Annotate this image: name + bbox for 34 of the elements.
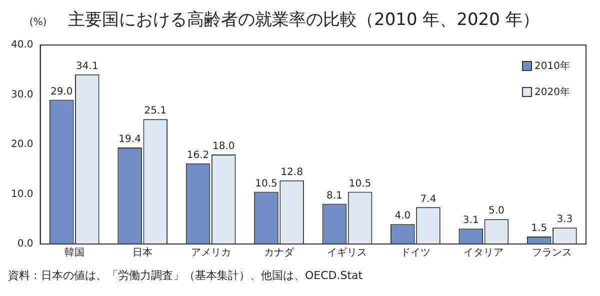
y-tick-label: 10.0: [11, 188, 34, 200]
data-label: 3.3: [556, 214, 573, 226]
data-label: 4.0: [394, 210, 411, 222]
x-tick-label: イギリス: [327, 246, 368, 259]
y-tick-label: 20.0: [11, 139, 34, 150]
x-tick-label: フランス: [532, 248, 572, 259]
x-tick-label: アメリカ: [190, 248, 231, 259]
data-label: 5.0: [488, 206, 504, 217]
data-label: 7.4: [420, 194, 436, 205]
data-label: 25.1: [144, 106, 167, 117]
y-axis-title: (%): [28, 17, 48, 28]
y-tick-label: 30.0: [11, 89, 34, 100]
data-label: 8.1: [326, 190, 342, 202]
data-label: 1.5: [531, 223, 548, 234]
data-label: 34.1: [76, 60, 98, 72]
text: 資料：日本の値は、「労働力調査」（基本集計）、他国は、OECD.Stat: [8, 268, 364, 283]
data-label: 3.1: [462, 215, 479, 226]
x-tick-label: イタリア: [464, 248, 504, 259]
legend-label: 2020年: [534, 86, 570, 99]
data-label: 19.4: [118, 134, 141, 146]
data-label: 10.5: [255, 178, 278, 190]
data-label: 10.5: [348, 178, 372, 190]
x-tick-label: ドイツ: [400, 248, 430, 259]
data-label: 29.0: [50, 86, 73, 98]
y-tick-label: 40.0: [11, 40, 34, 51]
chart-title: 主要国における高齢者の就業率の比較（2010 年、2020 年）: [68, 9, 540, 31]
y-tick-label: 0.0: [17, 238, 34, 250]
data-label: 16.2: [186, 150, 210, 161]
data-label: 18.0: [212, 141, 235, 152]
legend-label: 2010年: [534, 60, 570, 73]
data-label: 12.8: [280, 166, 303, 178]
x-tick-label: 日本: [132, 246, 153, 259]
x-tick-label: カナダ: [264, 246, 296, 259]
x-tick-label: 韓国: [64, 246, 84, 259]
